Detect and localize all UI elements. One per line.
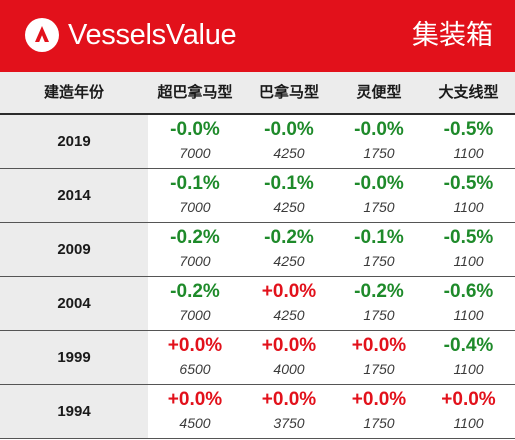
percent-change: -0.5% (443, 173, 494, 194)
column-header-handy: 灵便型 (356, 83, 402, 101)
value-cell-handy: -0.1% 1750 (336, 223, 422, 276)
vessel-value: 1100 (453, 253, 484, 269)
percent-change: -0.1% (354, 227, 404, 248)
table-body: 2019 -0.0% 7000 -0.0% 4250 -0.0% 1750 -0.5% 1100… (0, 115, 515, 439)
value-cell-feedermax: -0.5% 1100 (422, 115, 515, 168)
value-cell-post-panamax: -0.2% 7000 (148, 277, 242, 330)
vessel-value: 4250 (273, 199, 305, 215)
value-cell-feedermax: -0.5% 1100 (422, 169, 515, 222)
value-cell-post-panamax: +0.0% 4500 (148, 385, 242, 438)
percent-change: +0.0% (261, 281, 317, 302)
value-cell-panamax: -0.2% 4250 (242, 223, 336, 276)
value-cell-handy: -0.0% 1750 (336, 115, 422, 168)
value-cell-handy: +0.0% 1750 (336, 331, 422, 384)
vessel-value: 7000 (179, 253, 211, 269)
value-cell-feedermax: -0.6% 1100 (422, 277, 515, 330)
column-header-build-year: 建造年份 (43, 83, 104, 101)
column-header-feedermax: 大支线型 (438, 83, 499, 101)
percent-change: -0.0% (354, 119, 404, 140)
vessel-value: 4250 (273, 145, 305, 161)
vessel-value: 1100 (453, 145, 484, 161)
build-year-cell: 2019 (0, 115, 148, 168)
column-header-panamax: 巴拿马型 (258, 83, 319, 101)
table-row: 2019 -0.0% 7000 -0.0% 4250 -0.0% 1750 -0.5% 1100 (0, 115, 515, 169)
table-row: 1999 +0.0% 6500 +0.0% 4000 +0.0% 1750 -0.4% 1100 (0, 331, 515, 385)
percent-change: +0.0% (441, 389, 496, 410)
value-cell-panamax: -0.1% 4250 (242, 169, 336, 222)
vessel-value: 1100 (453, 199, 484, 215)
value-cell-panamax: +0.0% 4000 (242, 331, 336, 384)
brand-name: VesselsValue (68, 19, 237, 51)
value-cell-handy: -0.2% 1750 (336, 277, 422, 330)
vessel-value: 7000 (179, 145, 211, 161)
percent-change: -0.0% (264, 119, 314, 140)
table-header-row: 建造年份 超巴拿马型 巴拿马型 灵便型 大支线型 (0, 72, 515, 115)
percent-change: -0.2% (354, 281, 404, 302)
build-year-cell: 1994 (0, 385, 148, 438)
value-cell-panamax: +0.0% 3750 (242, 385, 336, 438)
value-cell-feedermax: -0.4% 1100 (422, 331, 515, 384)
percent-change: -0.4% (443, 335, 494, 356)
valuation-table: 建造年份 超巴拿马型 巴拿马型 灵便型 大支线型 2019 -0.0% 7000 -0… (0, 72, 515, 439)
value-cell-post-panamax: -0.2% 7000 (148, 223, 242, 276)
percent-change: -0.2% (264, 227, 314, 248)
percent-change: +0.0% (261, 389, 317, 410)
vessel-value: 1750 (363, 415, 395, 431)
percent-change: -0.5% (443, 119, 494, 140)
vessel-value: 1100 (453, 361, 484, 377)
percent-change: -0.1% (170, 173, 220, 194)
vessel-value: 1100 (453, 415, 484, 431)
vessel-value: 7000 (179, 199, 211, 215)
vessel-value: 1750 (363, 253, 395, 269)
percent-change: -0.1% (264, 173, 314, 194)
vessel-value: 1100 (453, 307, 484, 323)
vessel-value: 1750 (363, 361, 395, 377)
vessel-value: 4250 (273, 307, 305, 323)
build-year-cell: 2009 (0, 223, 148, 276)
table-row: 2004 -0.2% 7000 +0.0% 4250 -0.2% 1750 -0.6% 1100 (0, 277, 515, 331)
value-cell-handy: +0.0% 1750 (336, 385, 422, 438)
percent-change: +0.0% (167, 335, 223, 356)
vessel-value: 3750 (273, 415, 305, 431)
vessel-value: 7000 (179, 307, 211, 323)
vessel-value: 6500 (179, 361, 211, 377)
percent-change: -0.5% (443, 227, 494, 248)
percent-change: +0.0% (261, 335, 317, 356)
value-cell-post-panamax: +0.0% 6500 (148, 331, 242, 384)
vessel-value: 4500 (179, 415, 211, 431)
header-bar: VesselsValue 集装箱 (0, 0, 515, 72)
vessel-value: 4250 (273, 253, 305, 269)
percent-change: -0.2% (170, 281, 220, 302)
percent-change: +0.0% (351, 389, 407, 410)
table-row: 2009 -0.2% 7000 -0.2% 4250 -0.1% 1750 -0.5% 1100 (0, 223, 515, 277)
value-cell-post-panamax: -0.1% 7000 (148, 169, 242, 222)
value-cell-feedermax: -0.5% 1100 (422, 223, 515, 276)
vesselsvalue-logo-icon (25, 18, 59, 52)
column-header-post-panamax: 超巴拿马型 (157, 83, 233, 101)
percent-change: -0.2% (170, 227, 220, 248)
build-year-cell: 2004 (0, 277, 148, 330)
value-cell-handy: -0.0% 1750 (336, 169, 422, 222)
table-row: 1994 +0.0% 4500 +0.0% 3750 +0.0% 1750 +0.0% 1100 (0, 385, 515, 439)
table-row: 2014 -0.1% 7000 -0.1% 4250 -0.0% 1750 -0.5% 1100 (0, 169, 515, 223)
value-cell-panamax: +0.0% 4250 (242, 277, 336, 330)
vessel-category-title: 集装箱 (412, 20, 493, 51)
percent-change: -0.6% (443, 281, 494, 302)
percent-change: +0.0% (351, 335, 407, 356)
percent-change: +0.0% (167, 389, 223, 410)
value-cell-post-panamax: -0.0% 7000 (148, 115, 242, 168)
vessel-value: 1750 (363, 145, 395, 161)
vessel-value: 1750 (363, 199, 395, 215)
vessel-value: 4000 (273, 361, 305, 377)
value-cell-panamax: -0.0% 4250 (242, 115, 336, 168)
vessel-value: 1750 (363, 307, 395, 323)
value-cell-feedermax: +0.0% 1100 (422, 385, 515, 438)
build-year-cell: 2014 (0, 169, 148, 222)
build-year-cell: 1999 (0, 331, 148, 384)
percent-change: -0.0% (354, 173, 404, 194)
percent-change: -0.0% (170, 119, 220, 140)
